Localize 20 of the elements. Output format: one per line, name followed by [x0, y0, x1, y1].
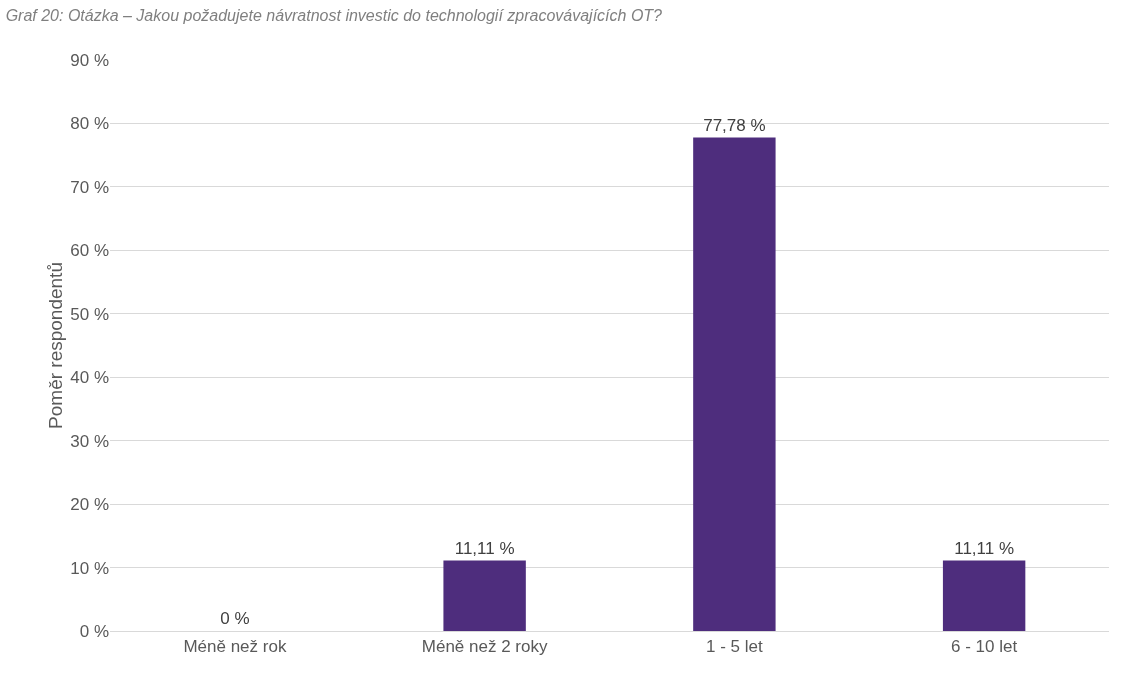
data-label: 11,11 %	[954, 538, 1015, 558]
x-tick-label: Méně než 2 roky	[421, 637, 548, 657]
y-tick-label: 30 %	[70, 431, 109, 451]
y-tick-label: 70 %	[70, 177, 109, 197]
y-tick-label: 10 %	[70, 558, 109, 578]
x-tick-label: 6 - 10 let	[951, 637, 1018, 657]
y-tick-label: 0 %	[79, 621, 109, 641]
chart-title: Graf 20: Otázka – Jakou požadujete návratnost investic do technologií zpracovávajících OT?	[5, 7, 663, 25]
x-tick-label: Méně než rok	[183, 637, 287, 657]
y-tick-label: 60 %	[70, 241, 109, 261]
data-label: 0 %	[220, 609, 250, 628]
y-tick-label: 50 %	[70, 304, 109, 324]
x-tick-label: 1 - 5 let	[706, 637, 763, 657]
y-tick-label: 90 %	[70, 50, 109, 70]
data-label: 11,11 %	[454, 538, 515, 558]
y-tick-label: 40 %	[70, 368, 109, 388]
y-axis-title: Poměr respondentů	[45, 262, 66, 429]
data-label: 77,78 %	[703, 115, 766, 135]
y-tick-label: 20 %	[70, 495, 109, 515]
y-tick-label: 80 %	[70, 114, 109, 134]
